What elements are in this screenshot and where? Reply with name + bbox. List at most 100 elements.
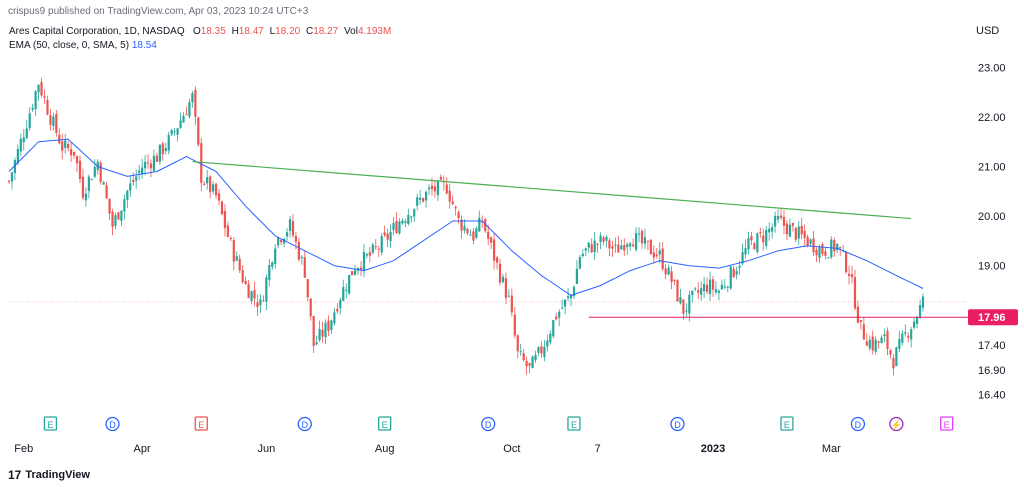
candle-body [203,183,206,185]
candle-body [534,354,537,361]
candle-body [395,221,398,233]
ema-label[interactable]: EMA (50, close, 0, SMA, 5) [9,40,130,51]
candle-body [386,233,389,240]
candle-body [918,305,922,317]
candle-body [738,265,741,268]
candle-body [463,226,466,231]
candle-body [694,288,697,290]
candle-body [750,236,753,241]
candle-body [504,278,508,298]
candle-body [321,329,324,337]
candle-body [794,227,797,240]
candle-body [901,333,904,343]
candle-body [407,214,410,225]
candle-body [16,148,19,164]
candle-body [587,242,590,248]
candle-body [164,148,167,152]
candle-body [34,91,37,110]
candle-body [81,176,85,198]
candle-body [874,339,877,352]
candle-body [188,102,191,117]
candle-body [847,273,851,276]
candle-body [336,308,339,312]
candle-body [280,240,283,243]
candle-body [211,184,215,192]
tradingview-brand: 17 TradingView [8,468,90,482]
candle-body [605,236,608,241]
candle-body [368,252,371,256]
candle-body [685,310,688,312]
candle-body [274,248,277,265]
y-tick-label: 19.00 [978,261,1006,273]
candle-body [271,262,274,267]
candle-body [593,240,596,253]
candle-body [910,329,913,340]
candle-body [652,252,655,258]
volume-label: Vol [344,26,358,37]
candle-body [705,284,709,292]
candle-body [806,236,809,247]
candle-body [611,246,614,249]
candle-body [143,161,147,169]
candle-body [197,117,200,145]
candle-body [61,141,64,151]
candle-body [667,267,670,275]
candle-body [850,274,854,278]
candle-body [543,346,546,357]
candle-body [824,251,827,256]
candle-body [374,246,377,248]
candle-body [670,271,673,282]
candle-body [22,137,25,143]
candle-body [75,156,79,164]
candle-body [288,219,292,231]
event-label: D [674,420,681,430]
candle-body [765,230,768,246]
candle-body [173,131,176,133]
candle-body [821,244,824,254]
candle-body [253,290,256,299]
candle-body [889,350,892,355]
candle-body [277,237,280,246]
candle-body [339,299,342,309]
ema-line [8,138,924,296]
candle-body [617,244,620,253]
candle-body [815,249,818,256]
candle-body [244,280,247,284]
candle-body [691,290,694,296]
y-tick-label: 20.00 [978,211,1006,223]
candle-body [703,283,706,292]
candle-body [661,248,664,270]
candle-body [49,115,52,125]
candle-body [67,144,70,149]
event-label: D [855,420,862,430]
candle-body [501,276,505,283]
symbol-name[interactable]: Ares Capital Corporation, 1D, NASDAQ [9,26,185,37]
candle-body [785,223,789,235]
candle-body [300,256,303,259]
candle-body [309,298,312,317]
candle-body [138,170,141,173]
candle-body [818,247,821,258]
currency-label: USD [976,25,999,37]
candle-body [720,284,723,290]
candle-body [629,243,632,247]
volume-value: 4.193M [357,26,392,37]
candle-body [7,180,11,182]
event-marker [567,416,581,431]
candle-body [247,284,250,299]
candle-body [759,232,762,234]
candle-body [756,233,759,252]
candle-body [708,279,712,295]
candle-body [714,289,718,293]
candle-body [836,243,839,251]
candle-body [862,324,865,340]
event-label: E [784,420,790,430]
candle-body [490,237,493,243]
candle-body [907,335,910,338]
high-label: H [231,26,239,37]
candle-body [345,289,348,291]
candle-body [152,155,156,171]
candle-body [424,191,428,201]
candle-body [655,254,658,257]
